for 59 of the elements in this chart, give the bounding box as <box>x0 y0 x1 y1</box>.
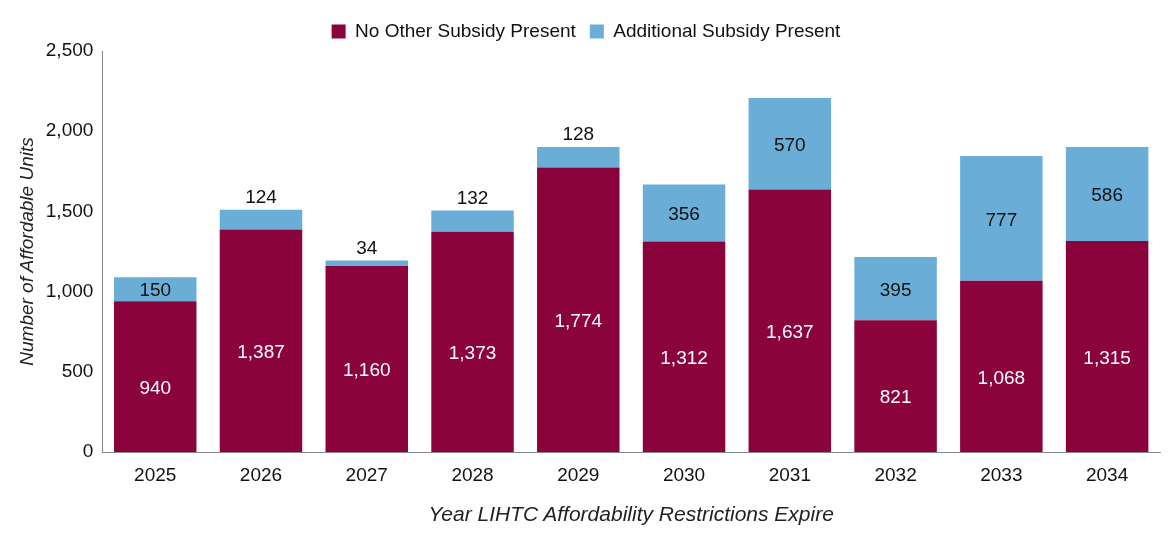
bar <box>1065 241 1149 452</box>
x-tick-label: 2034 <box>1085 463 1129 485</box>
bar <box>431 231 514 452</box>
bar <box>325 265 409 452</box>
data-label: 150 <box>139 279 172 301</box>
x-tick-label: 2026 <box>239 463 283 485</box>
y-axis-title: Number of Affordable Units <box>15 136 37 366</box>
y-tick-label: 1,500 <box>45 199 94 221</box>
data-label: 940 <box>139 376 172 398</box>
data-label: 777 <box>985 208 1018 230</box>
bar <box>748 189 832 452</box>
y-tick-label: 2,500 <box>45 39 94 61</box>
y-tick-label: 1,000 <box>45 279 94 301</box>
data-label: 1,160 <box>342 359 391 381</box>
y-tick-label: 500 <box>61 360 94 382</box>
bar <box>537 146 620 168</box>
bar <box>219 209 303 230</box>
bar <box>431 210 514 232</box>
x-tick-label: 2025 <box>134 463 177 485</box>
bar <box>960 280 1043 452</box>
data-label: 1,373 <box>448 342 497 364</box>
data-label: 1,315 <box>1083 346 1131 368</box>
legend-label: No Other Subsidy Present <box>355 19 577 41</box>
bar <box>1065 147 1149 242</box>
x-tick-label: 2027 <box>345 463 388 485</box>
data-label: 1,387 <box>237 341 285 362</box>
bar <box>960 156 1043 281</box>
bar <box>642 241 726 452</box>
bar <box>219 229 303 452</box>
data-label: 395 <box>879 278 912 300</box>
data-label: 1,068 <box>977 366 1026 388</box>
legend-label: Additional Subsidy Present <box>613 19 842 41</box>
data-label: 124 <box>245 185 278 207</box>
x-tick-label: 2028 <box>451 463 494 485</box>
x-tick-label: 2030 <box>662 463 706 485</box>
y-tick-label: 2,000 <box>45 119 94 141</box>
bar <box>325 260 409 266</box>
data-label: 1,774 <box>554 309 603 331</box>
x-tick-label: 2032 <box>874 463 917 485</box>
bar <box>113 301 197 452</box>
x-tick-label: 2033 <box>980 463 1023 485</box>
data-label: 1,637 <box>766 320 814 342</box>
y-tick-label: 0 <box>82 440 94 462</box>
data-label: 356 <box>668 203 700 225</box>
data-label: 586 <box>1091 184 1123 206</box>
data-label: 1,312 <box>660 347 708 369</box>
data-label: 570 <box>773 133 806 155</box>
bar <box>854 320 937 452</box>
data-label: 34 <box>356 236 378 258</box>
bar <box>854 256 937 321</box>
bar <box>642 184 726 242</box>
bar <box>537 167 620 452</box>
data-label: 128 <box>562 123 595 145</box>
bar <box>748 98 832 190</box>
data-label: 132 <box>456 186 489 208</box>
x-tick-label: 2031 <box>768 463 811 485</box>
data-label: 821 <box>879 386 912 408</box>
x-tick-label: 2029 <box>557 463 600 485</box>
x-axis-title: Year LIHTC Affordability Restrictions Expire <box>428 502 834 526</box>
